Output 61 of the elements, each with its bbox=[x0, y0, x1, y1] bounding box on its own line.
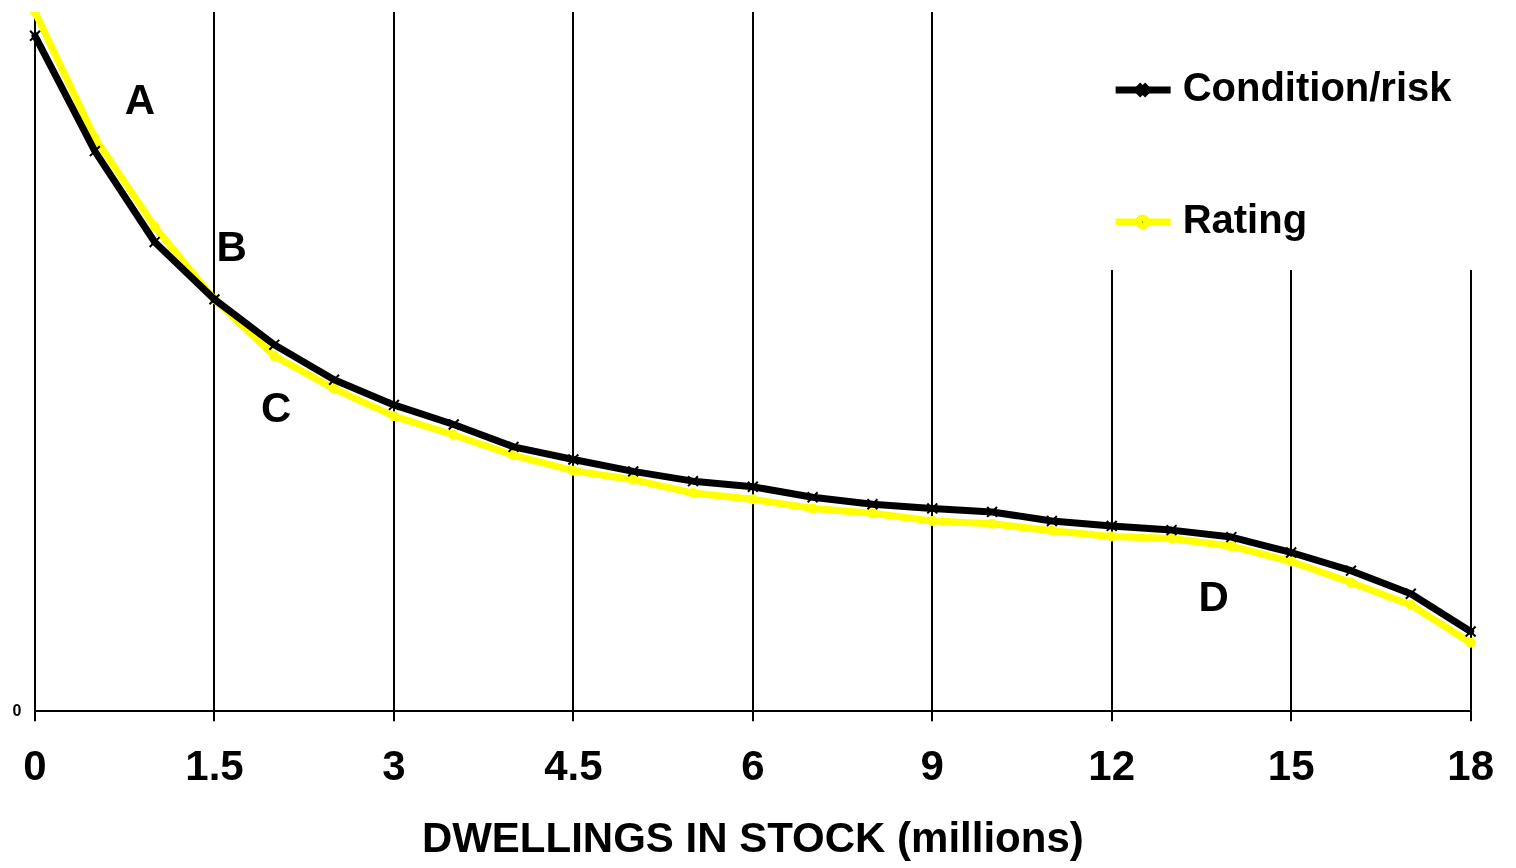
point bbox=[1166, 533, 1177, 544]
x-tick-label: 9 bbox=[920, 741, 944, 789]
point bbox=[867, 508, 878, 519]
point bbox=[568, 465, 579, 476]
point bbox=[1346, 577, 1357, 588]
point bbox=[268, 338, 281, 351]
point bbox=[269, 351, 280, 362]
annotation: D bbox=[1198, 572, 1229, 620]
point bbox=[88, 145, 101, 158]
x-tick-label: 1.5 bbox=[185, 741, 244, 789]
point bbox=[1285, 546, 1298, 559]
point bbox=[508, 450, 519, 461]
x-tick-label: 6 bbox=[741, 741, 765, 789]
annotation: C bbox=[261, 384, 292, 432]
point bbox=[388, 411, 399, 422]
point bbox=[567, 453, 580, 466]
point bbox=[1225, 531, 1238, 544]
point bbox=[148, 236, 161, 248]
point bbox=[866, 498, 879, 511]
point bbox=[806, 491, 819, 504]
point bbox=[1405, 599, 1416, 610]
point bbox=[328, 373, 341, 386]
point bbox=[447, 418, 460, 431]
point bbox=[747, 494, 758, 505]
point bbox=[1404, 587, 1417, 600]
point bbox=[329, 383, 340, 394]
point bbox=[1106, 531, 1117, 542]
point bbox=[1165, 524, 1178, 537]
point bbox=[688, 488, 698, 499]
point bbox=[627, 465, 640, 478]
point bbox=[1046, 525, 1057, 536]
point bbox=[387, 399, 400, 411]
annotation: B bbox=[216, 223, 247, 271]
point bbox=[628, 474, 639, 485]
point bbox=[1286, 556, 1297, 567]
point bbox=[1105, 519, 1118, 532]
point bbox=[448, 430, 459, 441]
point bbox=[1345, 564, 1357, 577]
point bbox=[687, 475, 699, 488]
legend-label: Rating bbox=[1182, 197, 1308, 242]
point bbox=[1045, 515, 1058, 527]
point bbox=[986, 505, 999, 518]
x-tick-label: 3 bbox=[382, 741, 406, 789]
x-tick-label: 12 bbox=[1088, 741, 1136, 789]
point bbox=[29, 29, 41, 42]
x-axis-title: DWELLINGS IN STOCK (millions) bbox=[421, 814, 1084, 862]
annotation: A bbox=[124, 76, 155, 124]
text: 0 bbox=[12, 701, 22, 719]
point bbox=[807, 503, 818, 514]
point bbox=[149, 221, 160, 232]
point bbox=[1465, 637, 1476, 648]
point bbox=[746, 480, 759, 493]
x-tick-label: 0 bbox=[23, 741, 47, 789]
point bbox=[507, 440, 520, 453]
x-tick-label: 15 bbox=[1267, 741, 1315, 789]
point bbox=[1464, 625, 1477, 638]
x-tick-label: 4.5 bbox=[544, 741, 603, 789]
x-tick-label: 18 bbox=[1447, 741, 1494, 789]
legend-label: Condition/risk bbox=[1182, 65, 1453, 110]
point bbox=[926, 502, 939, 515]
point bbox=[1226, 541, 1237, 552]
